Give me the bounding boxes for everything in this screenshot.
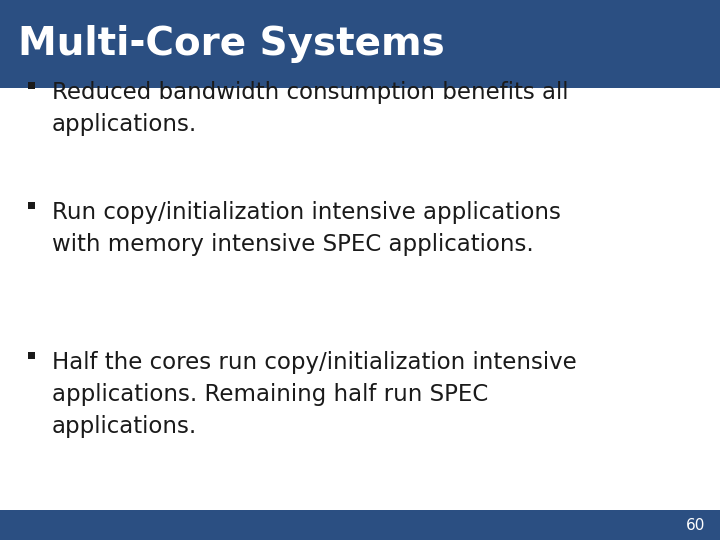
Bar bbox=[28, 82, 35, 89]
Text: 60: 60 bbox=[685, 517, 705, 532]
Text: Multi-Core Systems: Multi-Core Systems bbox=[18, 25, 445, 63]
Bar bbox=[0, 510, 720, 540]
Text: Half the cores run copy/initialization intensive
applications. Remaining half ru: Half the cores run copy/initialization i… bbox=[52, 352, 577, 438]
Bar bbox=[28, 201, 35, 208]
Text: Run copy/initialization intensive applications
with memory intensive SPEC applic: Run copy/initialization intensive applic… bbox=[52, 201, 561, 256]
Text: Reduced bandwidth consumption benefits all
applications.: Reduced bandwidth consumption benefits a… bbox=[52, 82, 569, 137]
Bar bbox=[28, 352, 35, 359]
Bar bbox=[0, 0, 720, 88]
